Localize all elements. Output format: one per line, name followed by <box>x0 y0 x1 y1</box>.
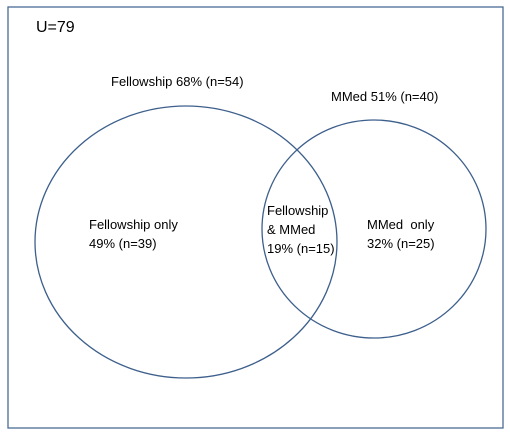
mmed-only-label: MMed only <box>367 217 435 232</box>
fellowship-only-label: Fellowship only <box>89 217 178 232</box>
overlap-label-line2: & MMed <box>267 222 315 237</box>
overlap-label-line1: Fellowship <box>267 203 328 218</box>
mmed-circle <box>261 119 487 339</box>
universe-frame <box>7 6 504 429</box>
fellowship-circle <box>34 105 338 379</box>
fellowship-only-value: 49% (n=39) <box>89 236 157 251</box>
mmed-set-label: MMed 51% (n=40) <box>331 89 438 104</box>
overlap-value: 19% (n=15) <box>267 241 335 256</box>
fellowship-set-label: Fellowship 68% (n=54) <box>111 74 244 89</box>
mmed-only-value: 32% (n=25) <box>367 236 435 251</box>
universe-label: U=79 <box>36 19 75 36</box>
